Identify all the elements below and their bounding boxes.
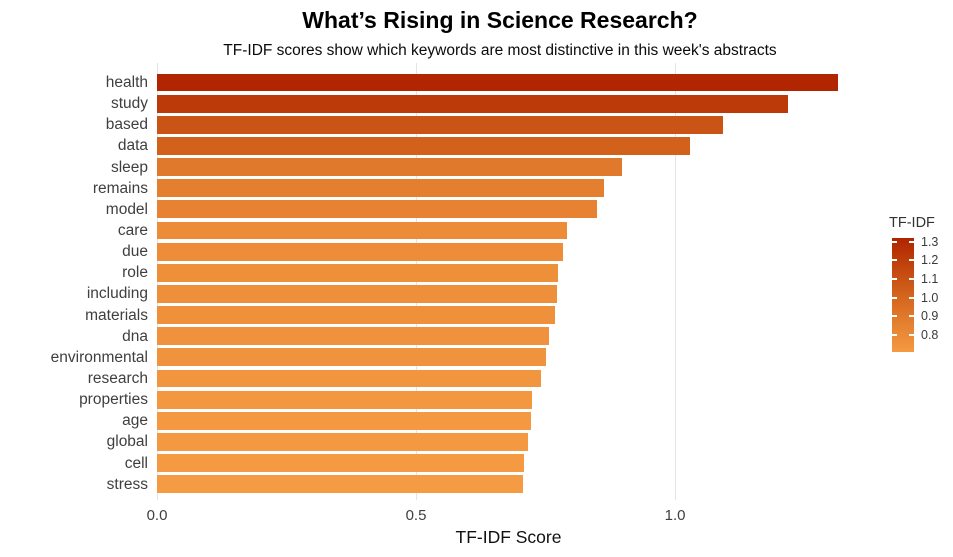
bar-row-stress [157, 474, 860, 495]
y-axis-label-due: due [122, 243, 148, 261]
bar-row-role [157, 262, 860, 283]
bar-row-care [157, 220, 860, 241]
x-tick-label-0.5: 0.5 [405, 507, 427, 524]
bar-study [157, 94, 788, 113]
y-axis-label-data: data [117, 137, 148, 155]
bar-row-materials [157, 305, 860, 326]
chart-subtitle: TF-IDF scores show which keywords are mo… [223, 42, 777, 59]
legend-tick-label-1.3: 1.3 [921, 234, 939, 249]
y-axis-label-including: including [86, 285, 148, 303]
y-axis-label-global: global [106, 433, 148, 451]
bar-health [157, 73, 839, 92]
gridline-x-1.0 [675, 63, 677, 500]
legend-tick-mark-right-0.9 [909, 315, 914, 318]
x-axis-title: TF-IDF Score [455, 527, 562, 547]
legend-tick-label-0.9: 0.9 [921, 309, 939, 324]
y-axis-label-properties: properties [79, 391, 148, 409]
bar-row-cell [157, 453, 860, 474]
legend-tick-mark-left-0.9 [892, 315, 897, 318]
bar-row-data [157, 135, 860, 156]
legend-tick-mark-left-1.1 [892, 278, 897, 281]
legend-tick-mark-right-0.8 [909, 334, 914, 337]
bar-row-age [157, 410, 860, 431]
bar-stress [157, 475, 524, 494]
bar-row-due [157, 241, 860, 262]
y-axis-label-environmental: environmental [50, 348, 148, 366]
bar-row-remains [157, 178, 860, 199]
bar-row-model [157, 199, 860, 220]
legend-tick-label-1.0: 1.0 [921, 290, 939, 305]
y-axis-label-cell: cell [124, 454, 148, 472]
bar-dna [157, 327, 550, 346]
y-axis-label-care: care [117, 221, 148, 239]
bar-row-research [157, 368, 860, 389]
bar-including [157, 285, 557, 303]
y-axis-label-study: study [110, 95, 148, 113]
y-axis-label-sleep: sleep [110, 158, 148, 176]
bar-care [157, 221, 568, 240]
legend-tick-mark-right-1.3 [909, 240, 914, 243]
bar-row-based [157, 114, 860, 135]
bar-cell [157, 454, 525, 473]
bar-environmental [157, 348, 547, 367]
bar-properties [157, 390, 532, 409]
y-axis-label-model: model [105, 200, 148, 218]
bar-model [157, 200, 598, 219]
legend-colorbar [892, 238, 914, 352]
y-axis-label-role: role [122, 264, 148, 282]
bar-row-environmental [157, 347, 860, 368]
legend-tick-mark-right-1.2 [909, 259, 914, 262]
bar-row-sleep [157, 157, 860, 178]
bar-due [157, 242, 564, 261]
legend-tick-mark-left-1.2 [892, 259, 897, 262]
y-axis-label-health: health [105, 74, 148, 91]
bar-remains [157, 179, 605, 198]
legend-title: TF-IDF [889, 215, 935, 231]
bar-row-dna [157, 326, 860, 347]
bar-global [157, 432, 529, 451]
legend-tick-mark-right-1.0 [909, 296, 914, 299]
y-axis-label-materials: materials [85, 306, 148, 324]
bar-row-properties [157, 389, 860, 410]
legend-tick-mark-left-0.8 [892, 334, 897, 337]
x-tick-label-1.0: 1.0 [664, 507, 686, 524]
legend-tick-label-1.1: 1.1 [921, 272, 939, 287]
bar-materials [157, 306, 555, 325]
x-tick-label-0.0: 0.0 [146, 507, 168, 524]
bar-row-health [157, 72, 860, 93]
bar-based [157, 115, 723, 134]
y-axis-labels: health study based data sleep remains model car… [0, 72, 148, 495]
legend-tick-mark-left-1.3 [892, 240, 897, 243]
bar-sleep [157, 158, 622, 177]
bar-row-including [157, 283, 860, 304]
bar-row-study [157, 93, 860, 114]
y-axis-label-remains: remains [92, 179, 148, 197]
chart-header: What’s Rising in Science Research? TF-ID… [157, 0, 843, 60]
y-axis-label-age: age [122, 412, 148, 430]
y-axis-label-dna: dna [122, 327, 148, 345]
legend-tick-label-0.8: 0.8 [921, 328, 939, 343]
bar-research [157, 369, 541, 388]
y-axis-label-based: based [105, 116, 148, 134]
legend-tick-label-1.2: 1.2 [921, 253, 939, 268]
bar-data [157, 137, 691, 155]
chart-title: What’s Rising in Science Research? [302, 7, 698, 33]
bar-role [157, 263, 559, 282]
bars-area [157, 72, 860, 495]
y-axis-label-stress: stress [106, 475, 148, 493]
bar-row-global [157, 431, 860, 452]
legend-tick-mark-right-1.1 [909, 278, 914, 281]
bar-age [157, 411, 531, 430]
y-axis-label-research: research [87, 369, 148, 387]
legend-tick-mark-left-1.0 [892, 296, 897, 299]
